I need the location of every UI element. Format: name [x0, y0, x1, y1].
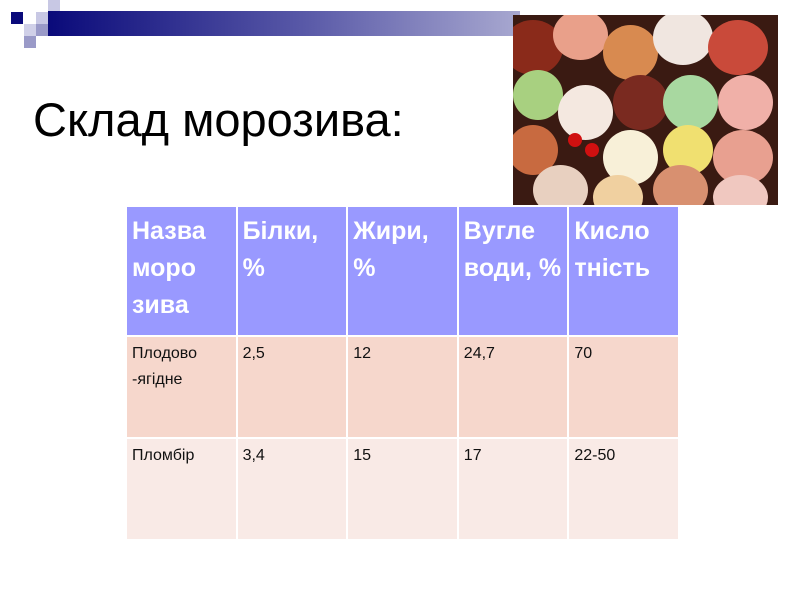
- table-cell: 17: [456, 437, 570, 541]
- table-row: Плодово -ягідне 2,5 12 24,7 70: [125, 335, 680, 439]
- header-cell: Вугле води, %: [456, 205, 570, 337]
- header-cell: Назва моро зива: [125, 205, 238, 337]
- table-header-row: Назва моро зива Білки, % Жири, % Вугле в…: [125, 205, 680, 337]
- header-cell: Жири, %: [346, 205, 459, 337]
- header-gradient-bar: [48, 11, 520, 36]
- slide-title: Склад морозива:: [33, 93, 404, 146]
- header-cell: Кисло тність: [567, 205, 680, 337]
- table-cell: 15: [346, 437, 459, 541]
- table-cell: 24,7: [456, 335, 570, 439]
- ice-cream-photo: [513, 15, 778, 205]
- table-cell: Пломбір: [125, 437, 238, 541]
- table-cell: 2,5: [235, 335, 349, 439]
- header-cell: Білки, %: [235, 205, 349, 337]
- ice-cream-composition-table: Назва моро зива Білки, % Жири, % Вугле в…: [125, 205, 680, 541]
- table-cell: 3,4: [235, 437, 349, 541]
- table-cell: 12: [346, 335, 459, 439]
- table-cell: 22-50: [567, 437, 680, 541]
- table-row: Пломбір 3,4 15 17 22-50: [125, 437, 680, 541]
- table-cell: Плодово -ягідне: [125, 335, 238, 439]
- table-cell: 70: [567, 335, 680, 439]
